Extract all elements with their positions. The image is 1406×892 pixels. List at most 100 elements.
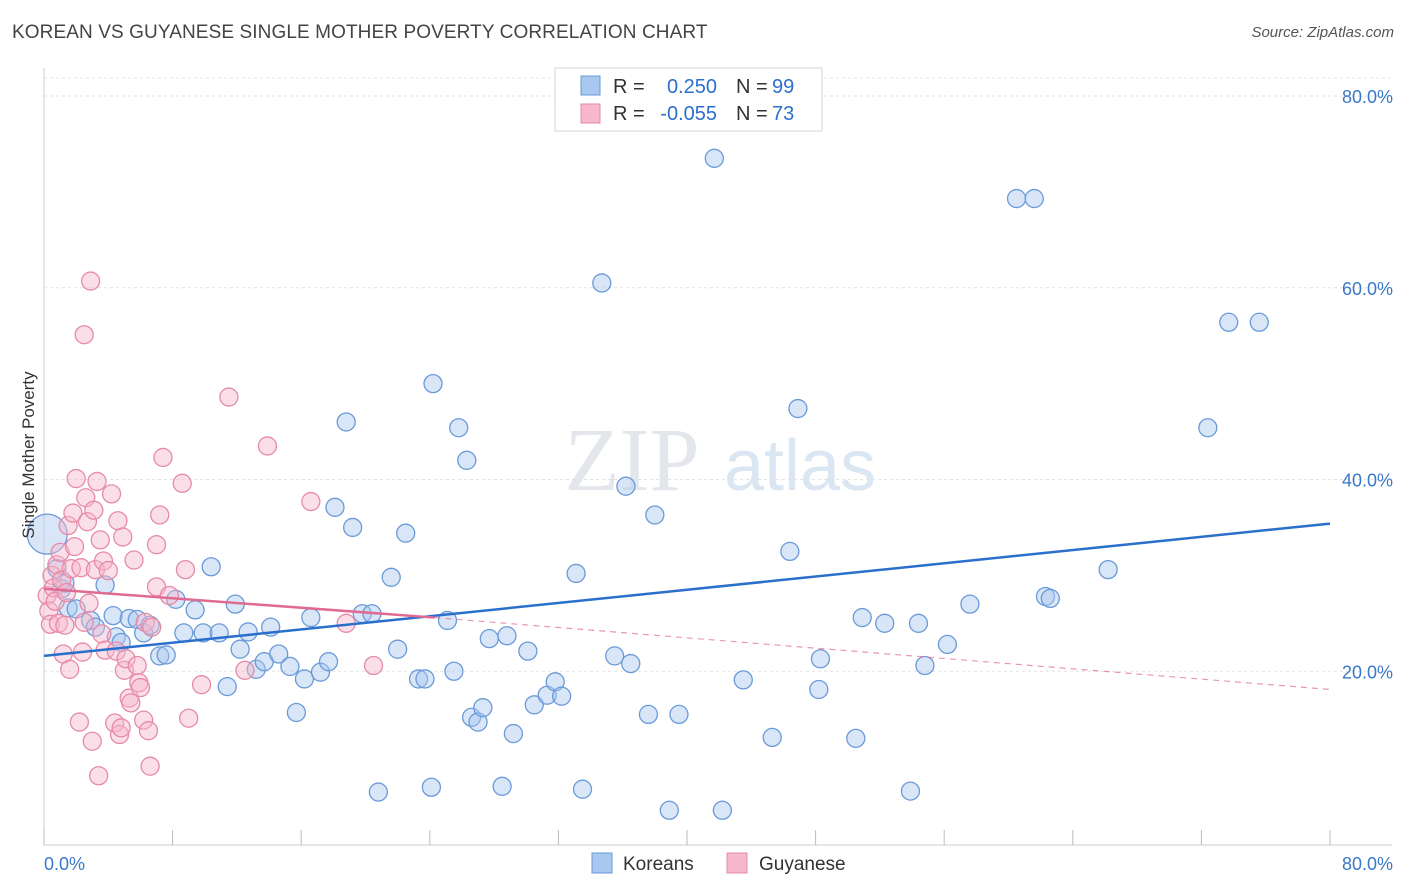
guyanese-point (301, 491, 321, 512)
korean-point (788, 398, 808, 419)
guyanese-point (74, 325, 94, 345)
korean-point (217, 676, 237, 697)
guyanese-point (363, 655, 384, 676)
korean-point (310, 662, 331, 682)
korean-point (156, 645, 176, 665)
korean-point (318, 652, 339, 672)
guyanese-point (92, 624, 112, 644)
korean-point (342, 517, 363, 538)
korean-point (712, 800, 733, 820)
korean-point (238, 622, 258, 642)
guyanese-point (172, 473, 192, 493)
korean-point (638, 704, 659, 725)
legend-bottom-korean-swatch (591, 852, 613, 874)
legend-bottom-guyanese-swatch (726, 852, 748, 874)
guyanese-point (109, 724, 130, 745)
korean-point (503, 723, 524, 744)
guyanese-point (47, 555, 67, 575)
legend-guyanese-n-label: N = (736, 103, 768, 125)
y-tick-label-80: 80.0% (1342, 87, 1393, 107)
guyanese-point (61, 559, 81, 579)
legend-guyanese-r-label: R = (613, 103, 645, 125)
watermark-atlas: atlas (724, 426, 876, 506)
guyanese-point (89, 766, 109, 786)
korean-point (174, 623, 194, 643)
guyanese-trend-line (43, 587, 435, 619)
axes: 20.0% 40.0% 60.0% 80.0% 0.0% 80.0% (43, 68, 1393, 874)
guyanese-point (130, 677, 151, 698)
korean-point (780, 541, 800, 562)
korean-point (1219, 312, 1239, 332)
korean-point (325, 497, 345, 517)
legend-korean-n-value: 99 (772, 76, 794, 98)
y-tick-label-40: 40.0% (1342, 471, 1393, 491)
korean-point (421, 777, 442, 797)
legend-bottom-guyanese-label: Guyanese (759, 854, 846, 875)
korean-point (937, 634, 958, 655)
guyanese-point (106, 641, 126, 661)
korean-point (1249, 312, 1269, 332)
korean-point (621, 653, 641, 674)
korean-point (846, 728, 866, 749)
guyanese-point (82, 731, 102, 751)
korean-point (294, 669, 315, 689)
korean-point (960, 594, 980, 614)
korean-point (852, 607, 872, 628)
guyanese-point (66, 468, 86, 489)
korean-point (762, 727, 782, 748)
guyanese-point (58, 515, 78, 536)
guyanese-point (50, 542, 70, 563)
korean-point (103, 605, 123, 626)
korean-point (518, 641, 538, 661)
korean-point (479, 629, 499, 649)
trend-lines (43, 522, 1331, 691)
korean-point (423, 373, 443, 394)
guyanese-point (80, 271, 101, 291)
korean-point (1024, 188, 1044, 209)
korean-point (915, 655, 935, 676)
x-tick-label-start: 0.0% (44, 854, 85, 874)
y-axis-label: Single Mother Poverty (19, 371, 38, 539)
guyanese-point (108, 511, 128, 531)
korean-point (269, 644, 289, 664)
korean-point (286, 702, 307, 723)
korean-point (809, 679, 829, 700)
korean-point (572, 779, 593, 799)
korean-point (497, 626, 517, 646)
korean-point (368, 782, 389, 802)
korean-point (457, 450, 477, 470)
korean-point (150, 646, 170, 666)
guyanese-point (84, 500, 104, 520)
guyanese-point (113, 527, 133, 547)
legend-bottom-korean-label: Koreans (623, 854, 694, 875)
guyanese-point (138, 721, 159, 741)
y-tick-label-20: 20.0% (1342, 662, 1393, 682)
korean-point (336, 412, 356, 432)
korean-point (415, 669, 435, 689)
korean-point (1006, 188, 1027, 209)
source-credit: Source: ZipAtlas.com (1251, 24, 1394, 41)
legend-korean-n-label: N = (736, 76, 768, 98)
korean-point (669, 704, 689, 725)
guyanese-point (159, 585, 180, 606)
korean-point (280, 656, 300, 677)
guyanese-point (79, 593, 99, 613)
legend-korean-r-value: 0.250 (667, 76, 717, 98)
guyanese-point (150, 505, 170, 525)
korean-point (659, 800, 679, 820)
korean-point (449, 418, 469, 438)
guyanese-point (56, 582, 77, 603)
guyanese-point (179, 708, 199, 728)
korean-point (908, 613, 929, 633)
korean-point (444, 661, 464, 681)
korean-point (524, 695, 544, 715)
guyanese-point (111, 718, 131, 738)
guyanese-point (71, 558, 91, 578)
guyanese-point (219, 387, 239, 407)
guyanese-point (191, 675, 212, 695)
korean-point (185, 600, 205, 620)
guyanese-point (257, 436, 278, 456)
korean-point (733, 670, 753, 690)
guyanese-point (63, 503, 83, 523)
korean-point (566, 563, 586, 584)
